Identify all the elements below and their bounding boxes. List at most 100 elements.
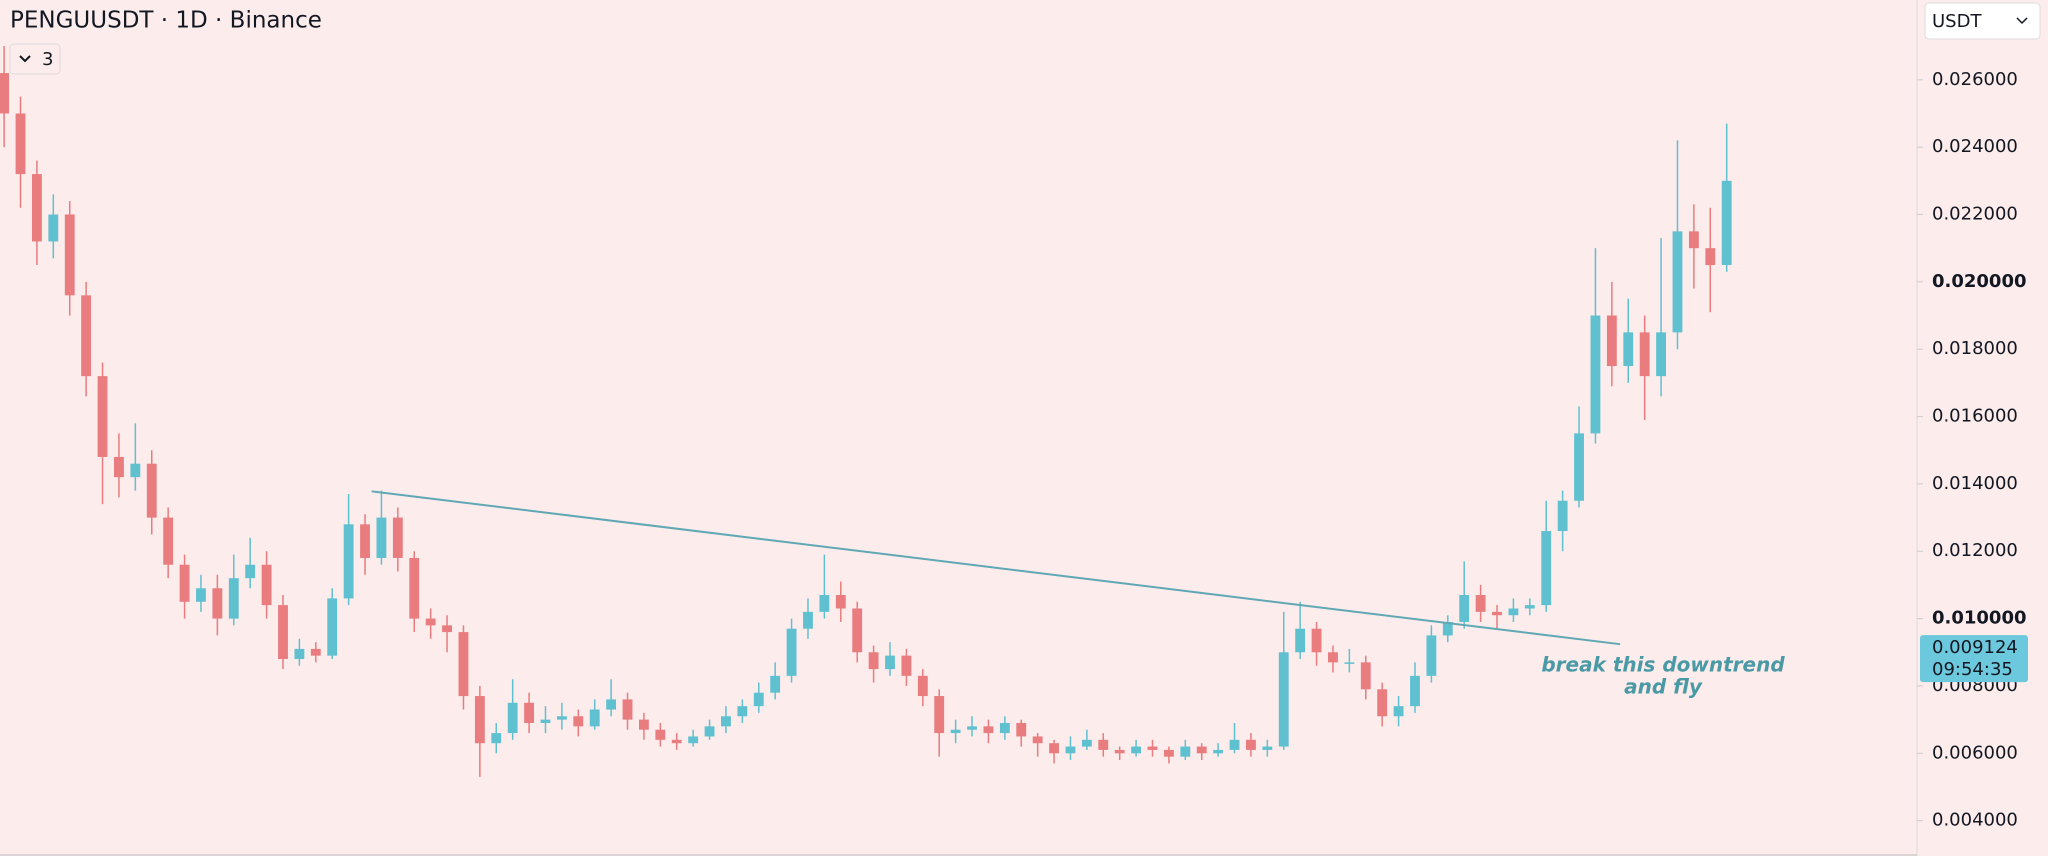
currency-dropdown[interactable]	[1924, 2, 2041, 40]
y-tick-label: 0.010000	[1932, 608, 2027, 629]
candle-body	[1623, 332, 1634, 367]
candle-body	[327, 598, 338, 656]
candle-body	[950, 729, 961, 734]
candle-body	[310, 648, 321, 656]
candle-body	[885, 655, 895, 670]
candle-body	[1360, 662, 1371, 690]
candle-body	[721, 716, 731, 727]
candle-body	[819, 595, 830, 612]
candle-body	[31, 174, 42, 242]
candle-body	[786, 628, 797, 676]
candle-body	[753, 692, 764, 707]
candle-body	[278, 605, 288, 660]
candle-body	[392, 517, 403, 558]
candle-body	[343, 524, 354, 599]
candle-body	[1032, 736, 1043, 744]
y-tick-label: 0.018000	[1932, 338, 2018, 359]
candle-body	[1295, 628, 1306, 653]
candle-body	[196, 588, 206, 602]
candle-body	[64, 214, 75, 296]
candle-body	[81, 295, 92, 377]
candle-body	[1016, 722, 1027, 737]
candle-body	[1344, 662, 1355, 664]
y-tick-label: 0.026000	[1932, 69, 2018, 90]
candle-body	[999, 722, 1010, 734]
candle-body	[425, 618, 436, 626]
candle-body	[983, 726, 994, 734]
candle-body	[0, 73, 10, 114]
candle-body	[458, 632, 469, 697]
candle-body	[97, 376, 108, 457]
indicator-toggle[interactable]	[9, 43, 61, 75]
candle-body	[48, 214, 59, 242]
candle-body	[655, 729, 666, 740]
candle-body	[737, 706, 748, 717]
candle-body	[540, 719, 551, 723]
candle-body	[688, 736, 699, 744]
candle-body	[1541, 531, 1552, 606]
candle-body	[474, 696, 485, 744]
candle-body	[622, 699, 633, 720]
y-tick-label: 0.016000	[1932, 406, 2018, 427]
candle-body	[114, 456, 124, 478]
candle-body	[360, 524, 370, 558]
candle-body	[556, 716, 567, 720]
candle-body	[1705, 248, 1716, 266]
candle-body	[146, 463, 157, 518]
candle-body	[1492, 611, 1502, 616]
candle-body	[294, 648, 305, 660]
dropdown-icon	[2016, 17, 2028, 25]
candle-body	[770, 675, 781, 693]
candle-body	[1180, 746, 1191, 757]
candle-body	[1229, 739, 1240, 750]
last-price-box	[1920, 635, 2028, 683]
candle-body	[1721, 180, 1732, 266]
annotation: and fly	[1624, 675, 1703, 699]
candle-body	[1147, 746, 1158, 750]
candle-body	[1328, 652, 1338, 663]
y-tick-label: 0.014000	[1932, 473, 2018, 494]
chevron-icon	[19, 55, 31, 63]
candle-body	[639, 719, 649, 730]
candle-body	[228, 578, 239, 619]
candle-body	[1459, 595, 1470, 622]
candle-body	[1410, 675, 1420, 707]
candle-body	[524, 702, 535, 723]
candle-body	[1688, 231, 1699, 249]
candle-body	[835, 595, 846, 609]
last-price-label: 0.009124	[1932, 637, 2018, 658]
candle-body	[1065, 746, 1076, 754]
candle-body	[1311, 628, 1322, 653]
candle-body	[1606, 315, 1617, 367]
y-tick-label: 0.004000	[1932, 810, 2018, 831]
candle-body	[409, 557, 420, 619]
currency-label: USDT	[1932, 11, 1982, 32]
candle-body	[15, 113, 26, 175]
candle-body	[1246, 739, 1256, 750]
candle-body	[1590, 315, 1601, 434]
candle-body	[1508, 608, 1519, 616]
candle-body	[606, 699, 617, 710]
candle-body	[1163, 749, 1174, 757]
candle-body	[1131, 746, 1142, 754]
y-tick-label: 0.024000	[1932, 136, 2018, 157]
candle-body	[130, 463, 141, 478]
candle-body	[1213, 749, 1224, 754]
candle-body	[1196, 746, 1207, 754]
candle-body	[934, 696, 945, 734]
countdown-label: 09:54:35	[1932, 659, 2013, 680]
candle-body	[671, 739, 682, 744]
annotation: break this downtrend	[1541, 653, 1785, 677]
candle-body	[1475, 595, 1486, 612]
candle-body	[376, 517, 387, 558]
candle-body	[442, 625, 452, 633]
candle-body	[1442, 621, 1453, 636]
candle-body	[261, 564, 272, 606]
y-tick-label: 0.022000	[1932, 204, 2018, 225]
candle-body	[179, 564, 190, 602]
candle-body	[491, 733, 502, 744]
y-tick-label: 0.012000	[1932, 540, 2018, 561]
candle-body	[803, 611, 813, 629]
